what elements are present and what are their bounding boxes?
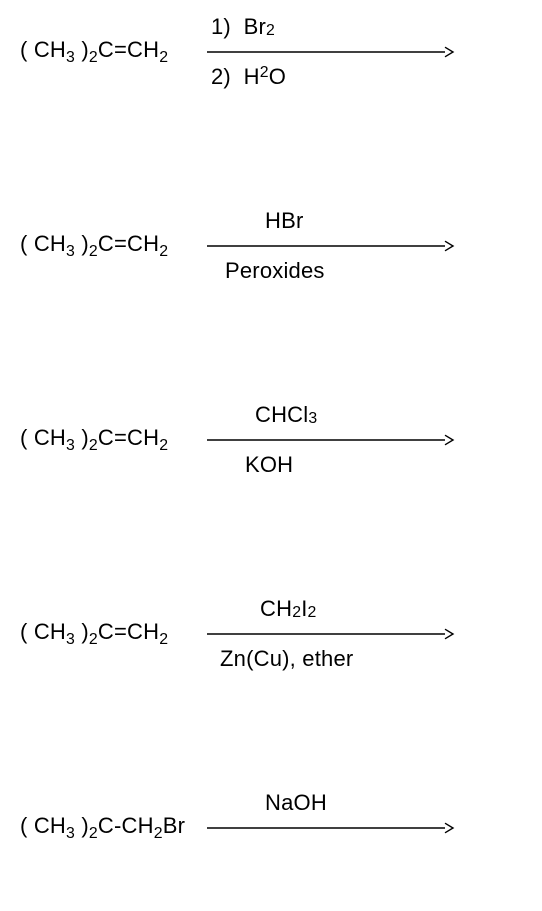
reaction-arrow — [205, 624, 455, 644]
conditions-above: HBr — [205, 204, 455, 236]
reaction-arrow — [205, 818, 455, 838]
conditions-below: KOH — [205, 450, 455, 482]
conditions-below: Peroxides — [205, 256, 455, 288]
conditions-above: NaOH — [205, 786, 455, 818]
starting-material: ( CH3 )2C=CH2 — [20, 425, 205, 455]
conditions-above: 1) Br2 — [205, 10, 455, 42]
reaction-arrow-block: HBr Peroxides — [205, 204, 455, 288]
starting-material: ( CH3 )2C=CH2 — [20, 619, 205, 649]
reaction-arrow-block: NaOH — [205, 786, 455, 870]
reaction-arrow-block: CH2I2 Zn(Cu), ether — [205, 592, 455, 676]
conditions-above: CH2I2 — [205, 592, 455, 624]
starting-material: ( CH3 )2C=CH2 — [20, 231, 205, 261]
reaction-arrow-block: 1) Br2 2) H2O — [205, 10, 455, 94]
conditions-below: 2) H2O — [205, 62, 455, 94]
reaction-arrow — [205, 236, 455, 256]
conditions-below: Zn(Cu), ether — [205, 644, 455, 676]
starting-material: ( CH3 )2C=CH2 — [20, 37, 205, 67]
reaction-arrow-block: CHCl3 KOH — [205, 398, 455, 482]
starting-material: ( CH3 )2C-CH2Br — [20, 813, 205, 843]
conditions-below — [205, 838, 455, 870]
conditions-above: CHCl3 — [205, 398, 455, 430]
reaction-arrow — [205, 430, 455, 450]
reaction-arrow — [205, 42, 455, 62]
